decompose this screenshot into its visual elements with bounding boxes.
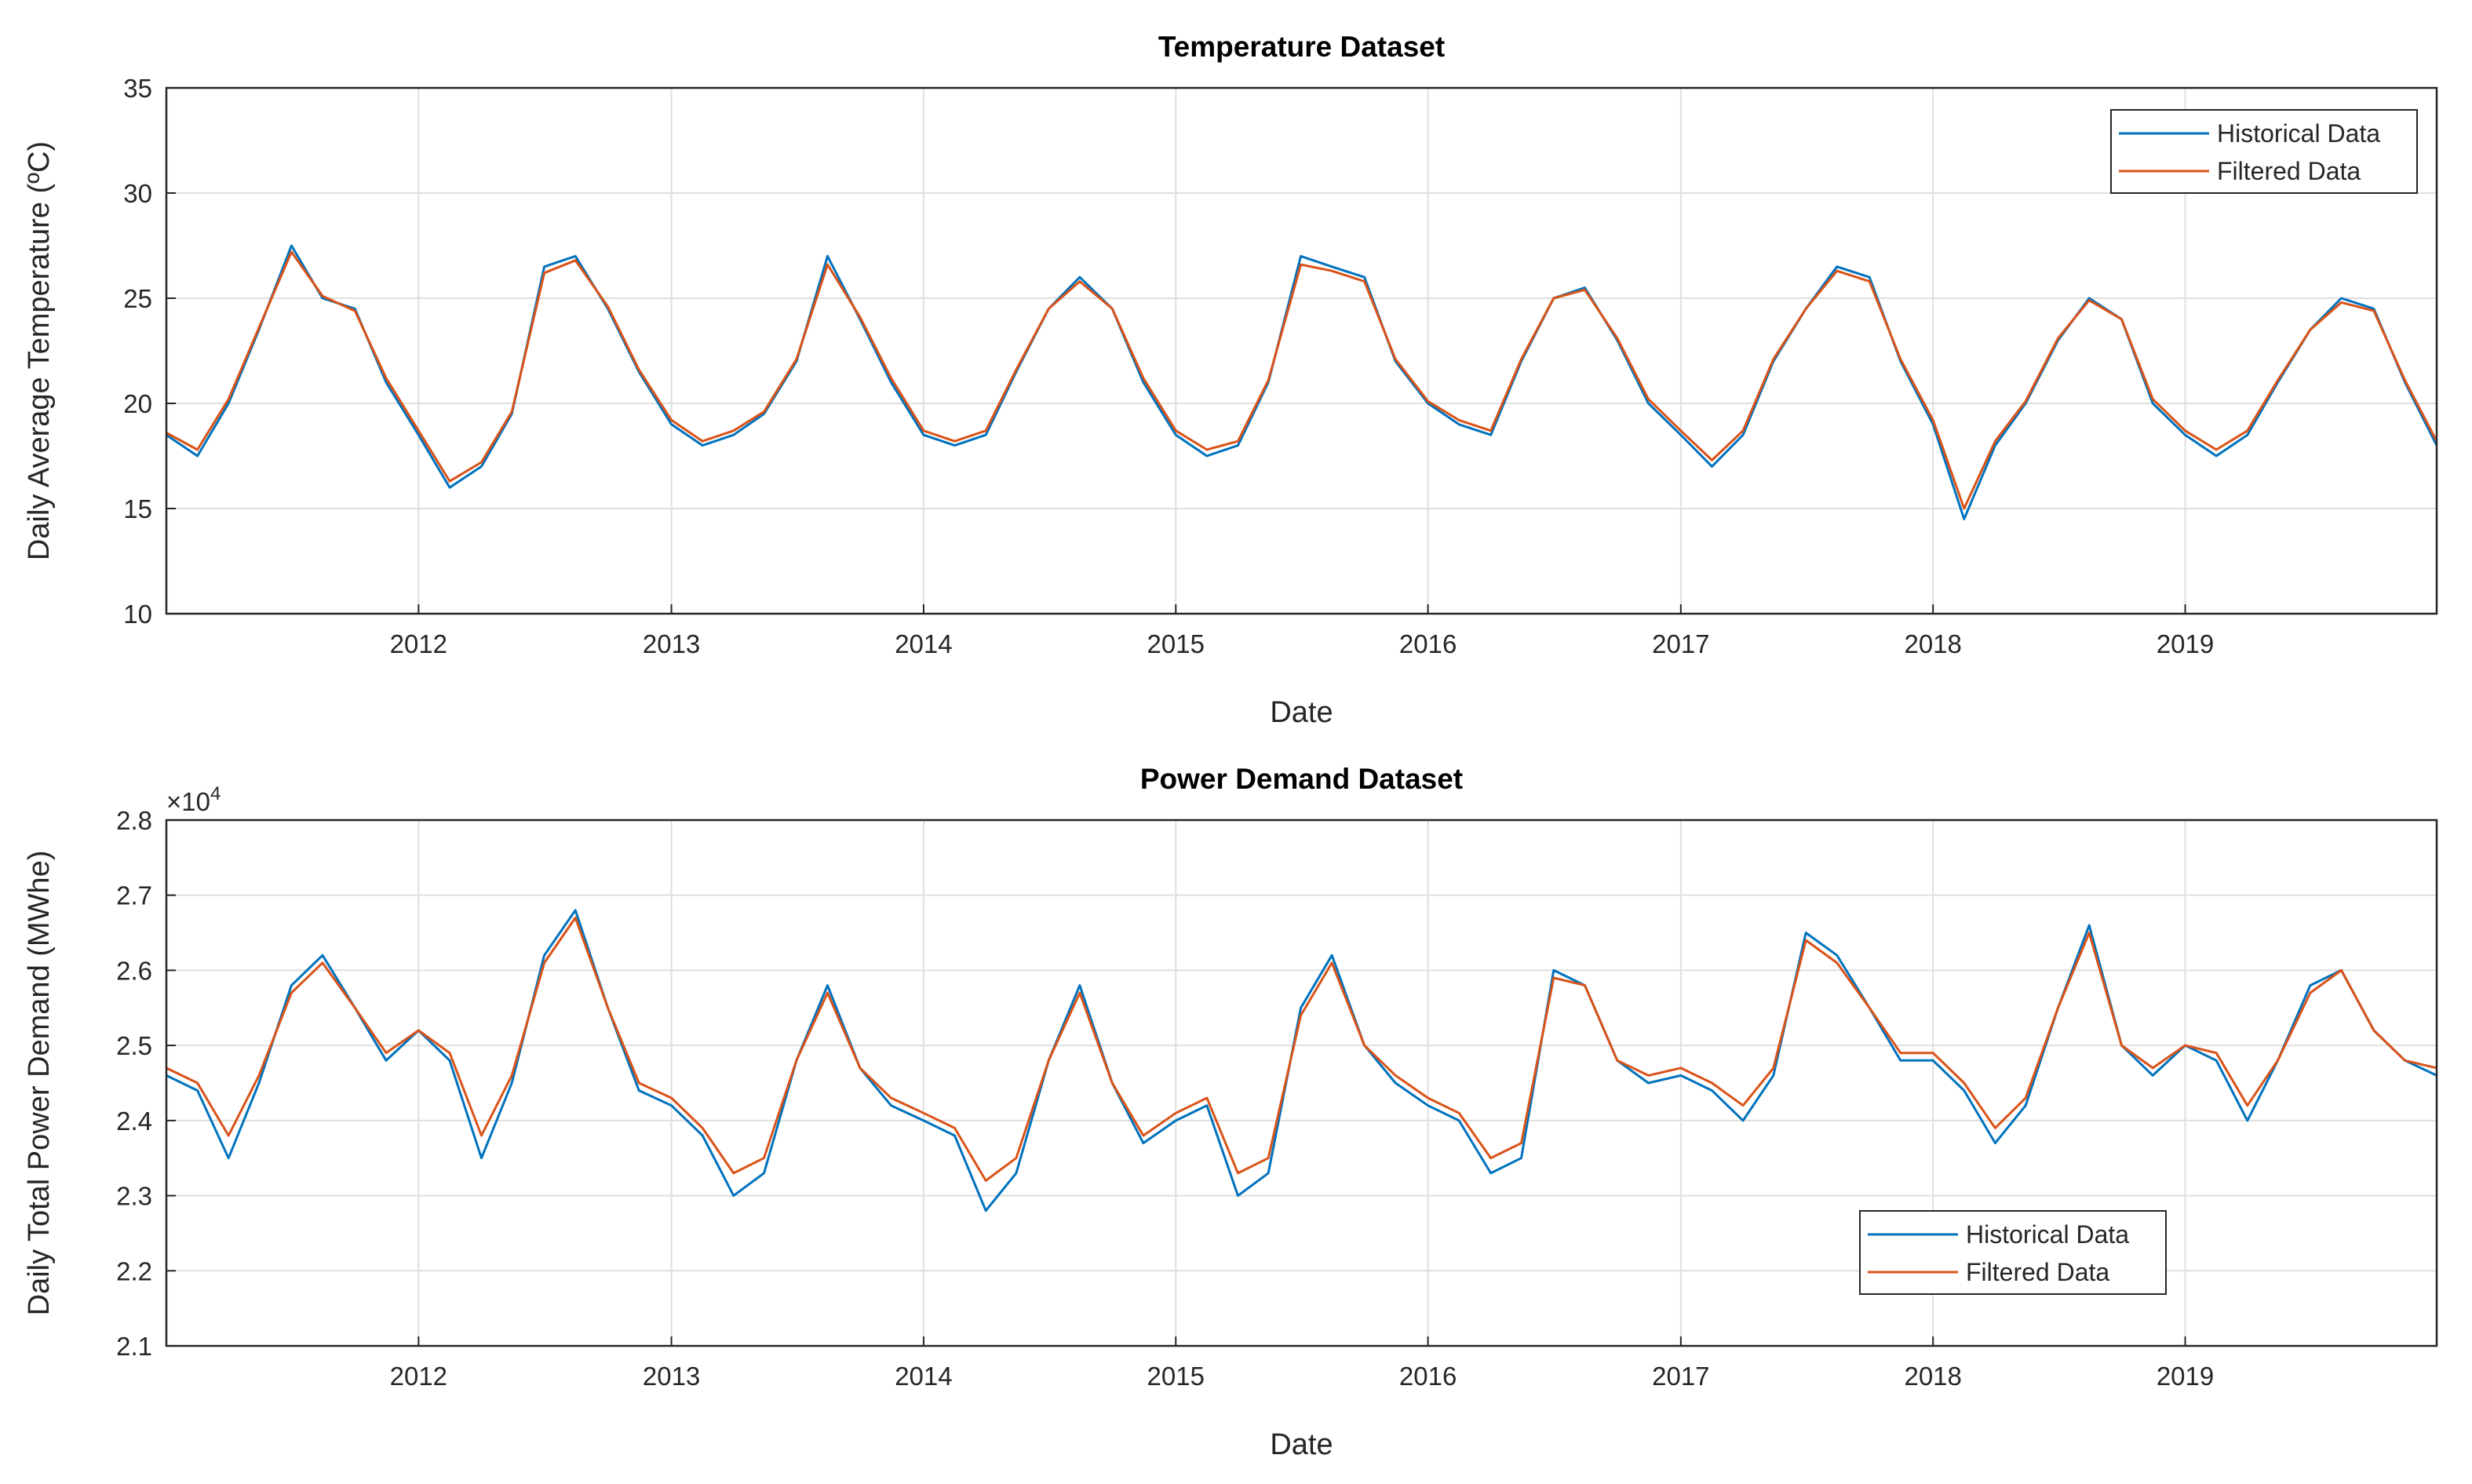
y-tick-label: 35: [123, 74, 152, 103]
legend-box: [1859, 1210, 2167, 1295]
y-tick-label: 2.2: [116, 1256, 152, 1285]
x-tick-label: 2016: [1399, 629, 1457, 658]
y-exponent-power: 4: [210, 783, 221, 804]
y-tick-label: 15: [123, 494, 152, 523]
series-line-filtered: [166, 916, 2437, 1182]
legend: Historical Data Filtered Data: [2110, 109, 2418, 194]
legend: Historical Data Filtered Data: [1859, 1210, 2167, 1295]
y-tick-label: 2.1: [116, 1332, 152, 1361]
legend-label: Filtered Data: [2217, 157, 2361, 185]
legend-label: Filtered Data: [1966, 1258, 2109, 1286]
y-tick-label: 2.4: [116, 1107, 152, 1136]
x-tick-label: 2016: [1399, 1362, 1457, 1391]
x-tick-label: 2014: [895, 1362, 952, 1391]
x-tick-label: 2015: [1147, 1362, 1205, 1391]
y-tick-label: 2.8: [116, 806, 152, 835]
x-tick-label: 2019: [2157, 629, 2214, 658]
y-tick-label: 2.3: [116, 1182, 152, 1211]
y-tick-label: 30: [123, 179, 152, 208]
legend-label: Historical Data: [2217, 119, 2380, 148]
temperature-panel: 2012 2013 2014 2015 2016 2017 2018 2019 10 15 20 25…: [23, 31, 2438, 729]
y-axis-label: Daily Total Power Demand (MWhe): [23, 851, 56, 1316]
series-line-filtered: [166, 250, 2438, 510]
y-tick-label: 2.5: [116, 1031, 152, 1060]
x-tick-label: 2015: [1147, 629, 1205, 658]
y-tick-label: 2.6: [116, 956, 152, 985]
chart-title: Power Demand Dataset: [1140, 763, 1463, 795]
power-demand-panel: 2012 2013 2014 2015 2016 2017 2018 2019 2.1 2.2 2.…: [23, 763, 2438, 1461]
chart-title: Temperature Dataset: [1158, 31, 1445, 63]
y-tick-label: 10: [123, 600, 152, 629]
legend-label: Historical Data: [1966, 1220, 2129, 1249]
x-tick-label: 2019: [2157, 1362, 2214, 1391]
x-axis-label: Date: [1270, 1428, 1333, 1461]
axes-box: [165, 86, 2438, 615]
x-tick-label: 2018: [1904, 629, 1961, 658]
x-tick-label: 2013: [643, 629, 700, 658]
axes-box: [165, 819, 2438, 1347]
x-tick-label: 2018: [1904, 1362, 1961, 1391]
x-tick-label: 2014: [895, 629, 952, 658]
x-axis-label: Date: [1270, 696, 1333, 729]
x-tick-label: 2017: [1652, 629, 1709, 658]
plot-area: [166, 88, 2437, 614]
legend-box: [2110, 109, 2418, 194]
x-tick-label: 2012: [390, 629, 447, 658]
y-tick-label: 20: [123, 389, 152, 418]
x-tick-label: 2013: [643, 1362, 700, 1391]
x-tick-label: 2017: [1652, 1362, 1709, 1391]
x-tick-label: 2012: [390, 1362, 447, 1391]
y-tick-label: 2.7: [116, 881, 152, 910]
y-axis-label: Daily Average Temperature (ºC): [23, 141, 56, 560]
y-tick-label: 25: [123, 284, 152, 313]
